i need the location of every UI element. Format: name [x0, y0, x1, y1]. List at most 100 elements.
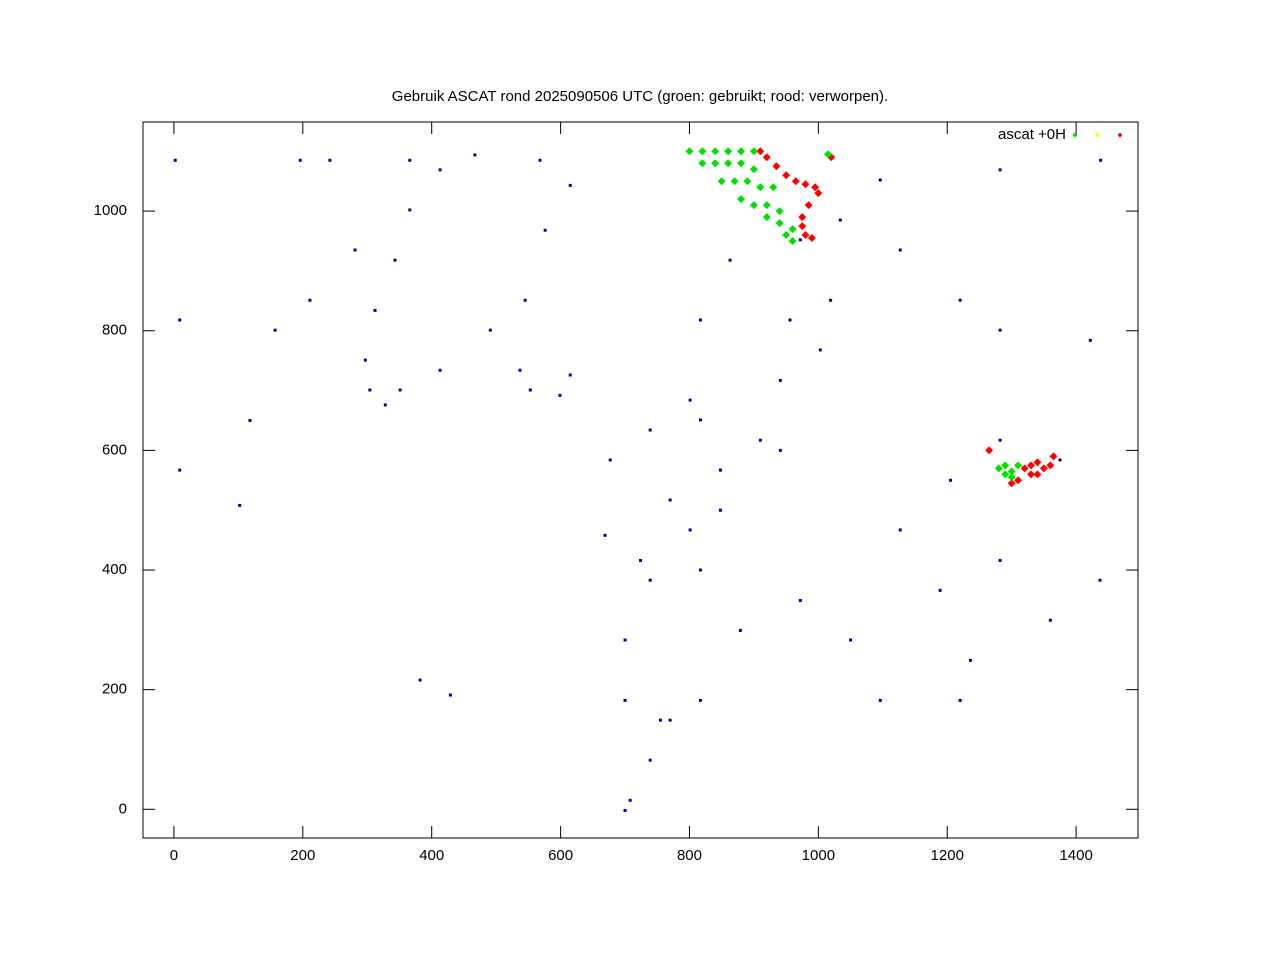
- coastline-point: [938, 588, 942, 592]
- coastline-point: [558, 393, 562, 397]
- coastline-point: [648, 758, 652, 762]
- coastline-point: [528, 388, 532, 392]
- data-point: [737, 159, 746, 168]
- coastline-point: [408, 158, 412, 162]
- y-tick-label: 200: [102, 681, 127, 698]
- coastline-point: [238, 503, 242, 507]
- data-point: [749, 201, 758, 210]
- data-point: [1007, 479, 1016, 488]
- coastline-point: [518, 368, 522, 372]
- data-point: [801, 231, 810, 240]
- coastline-point: [408, 208, 412, 212]
- data-point: [756, 147, 765, 156]
- legend-label: ascat +0H: [998, 126, 1066, 143]
- data-point: [717, 177, 726, 186]
- data-point: [1039, 464, 1048, 473]
- coastline-point: [778, 448, 782, 452]
- coastline-point: [603, 533, 607, 537]
- coastline-point: [668, 718, 672, 722]
- x-tick-label: 600: [548, 847, 573, 864]
- coastline-point: [829, 298, 833, 302]
- plot-frame: [142, 121, 1139, 839]
- coastline-point: [688, 528, 692, 532]
- coastline-point: [373, 308, 377, 312]
- coastline-point: [648, 428, 652, 432]
- data-point: [801, 180, 810, 189]
- coastline-point: [758, 438, 762, 442]
- data-point: [1020, 464, 1029, 473]
- coastline-point: [998, 328, 1002, 332]
- data-point: [985, 446, 994, 455]
- data-point: [698, 159, 707, 168]
- data-point: [711, 147, 720, 156]
- coastline-point: [878, 698, 882, 702]
- legend-marker: [1072, 132, 1078, 138]
- data-point: [685, 147, 694, 156]
- coastline-point: [363, 358, 367, 362]
- coastline-point: [898, 248, 902, 252]
- data-point: [724, 159, 733, 168]
- coastline-point: [958, 698, 962, 702]
- coastline-point: [1098, 578, 1102, 582]
- data-point: [1007, 473, 1016, 482]
- y-tick-label: 0: [119, 800, 127, 817]
- coastline-point: [398, 388, 402, 392]
- coastline-point: [948, 478, 952, 482]
- x-tick-label: 1000: [802, 847, 835, 864]
- legend-marker: [1117, 132, 1123, 138]
- data-point: [737, 195, 746, 204]
- coastline-point: [998, 558, 1002, 562]
- data-point: [798, 213, 807, 222]
- data-point: [791, 177, 800, 186]
- data-point: [1007, 467, 1016, 476]
- coastline-point: [273, 328, 277, 332]
- coastline-point: [298, 158, 302, 162]
- coastline-point: [718, 508, 722, 512]
- data-point: [749, 165, 758, 174]
- data-point: [698, 147, 707, 156]
- data-point: [756, 183, 765, 192]
- coastline-point: [658, 718, 662, 722]
- coastline-point: [698, 568, 702, 572]
- coastline-point: [623, 698, 627, 702]
- coastline-point: [628, 798, 632, 802]
- coastline-point: [1048, 618, 1052, 622]
- data-point: [1049, 452, 1058, 461]
- coastline-point: [608, 458, 612, 462]
- x-tick-label: 1400: [1059, 847, 1092, 864]
- coastline-point: [1088, 338, 1092, 342]
- coastline-point: [728, 258, 732, 262]
- coastline-point: [718, 468, 722, 472]
- y-tick-label: 800: [102, 322, 127, 339]
- x-tick-label: 0: [170, 847, 178, 864]
- coastline-point: [178, 318, 182, 322]
- coastline-point: [473, 153, 477, 157]
- coastline-point: [698, 418, 702, 422]
- coastline-point: [448, 693, 452, 697]
- coastline-point: [998, 438, 1002, 442]
- data-point: [762, 153, 771, 162]
- data-point: [730, 177, 739, 186]
- data-point: [804, 201, 813, 210]
- legend-marker: [1095, 132, 1100, 138]
- x-tick-label: 200: [290, 847, 315, 864]
- data-point: [737, 147, 746, 156]
- coastline-point: [698, 698, 702, 702]
- x-tick-label: 800: [677, 847, 702, 864]
- coastline-point: [968, 658, 972, 662]
- data-point: [743, 177, 752, 186]
- data-point: [1046, 461, 1055, 470]
- coastline-point: [623, 808, 627, 812]
- coastline-point: [393, 258, 397, 262]
- data-point: [814, 189, 823, 198]
- coastline-point: [898, 528, 902, 532]
- y-tick-label: 1000: [94, 202, 127, 219]
- coastline-point: [698, 318, 702, 322]
- coastline-point: [248, 418, 252, 422]
- data-point: [775, 207, 784, 216]
- coastline-point: [438, 168, 442, 172]
- data-point: [1014, 476, 1023, 485]
- coastline-point: [849, 638, 853, 642]
- data-point: [762, 201, 771, 210]
